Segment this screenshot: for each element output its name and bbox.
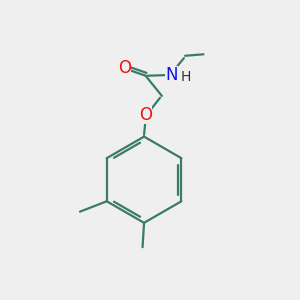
Text: O: O <box>139 106 152 124</box>
Text: O: O <box>118 59 130 77</box>
Text: N: N <box>165 66 178 84</box>
Text: H: H <box>181 70 191 85</box>
